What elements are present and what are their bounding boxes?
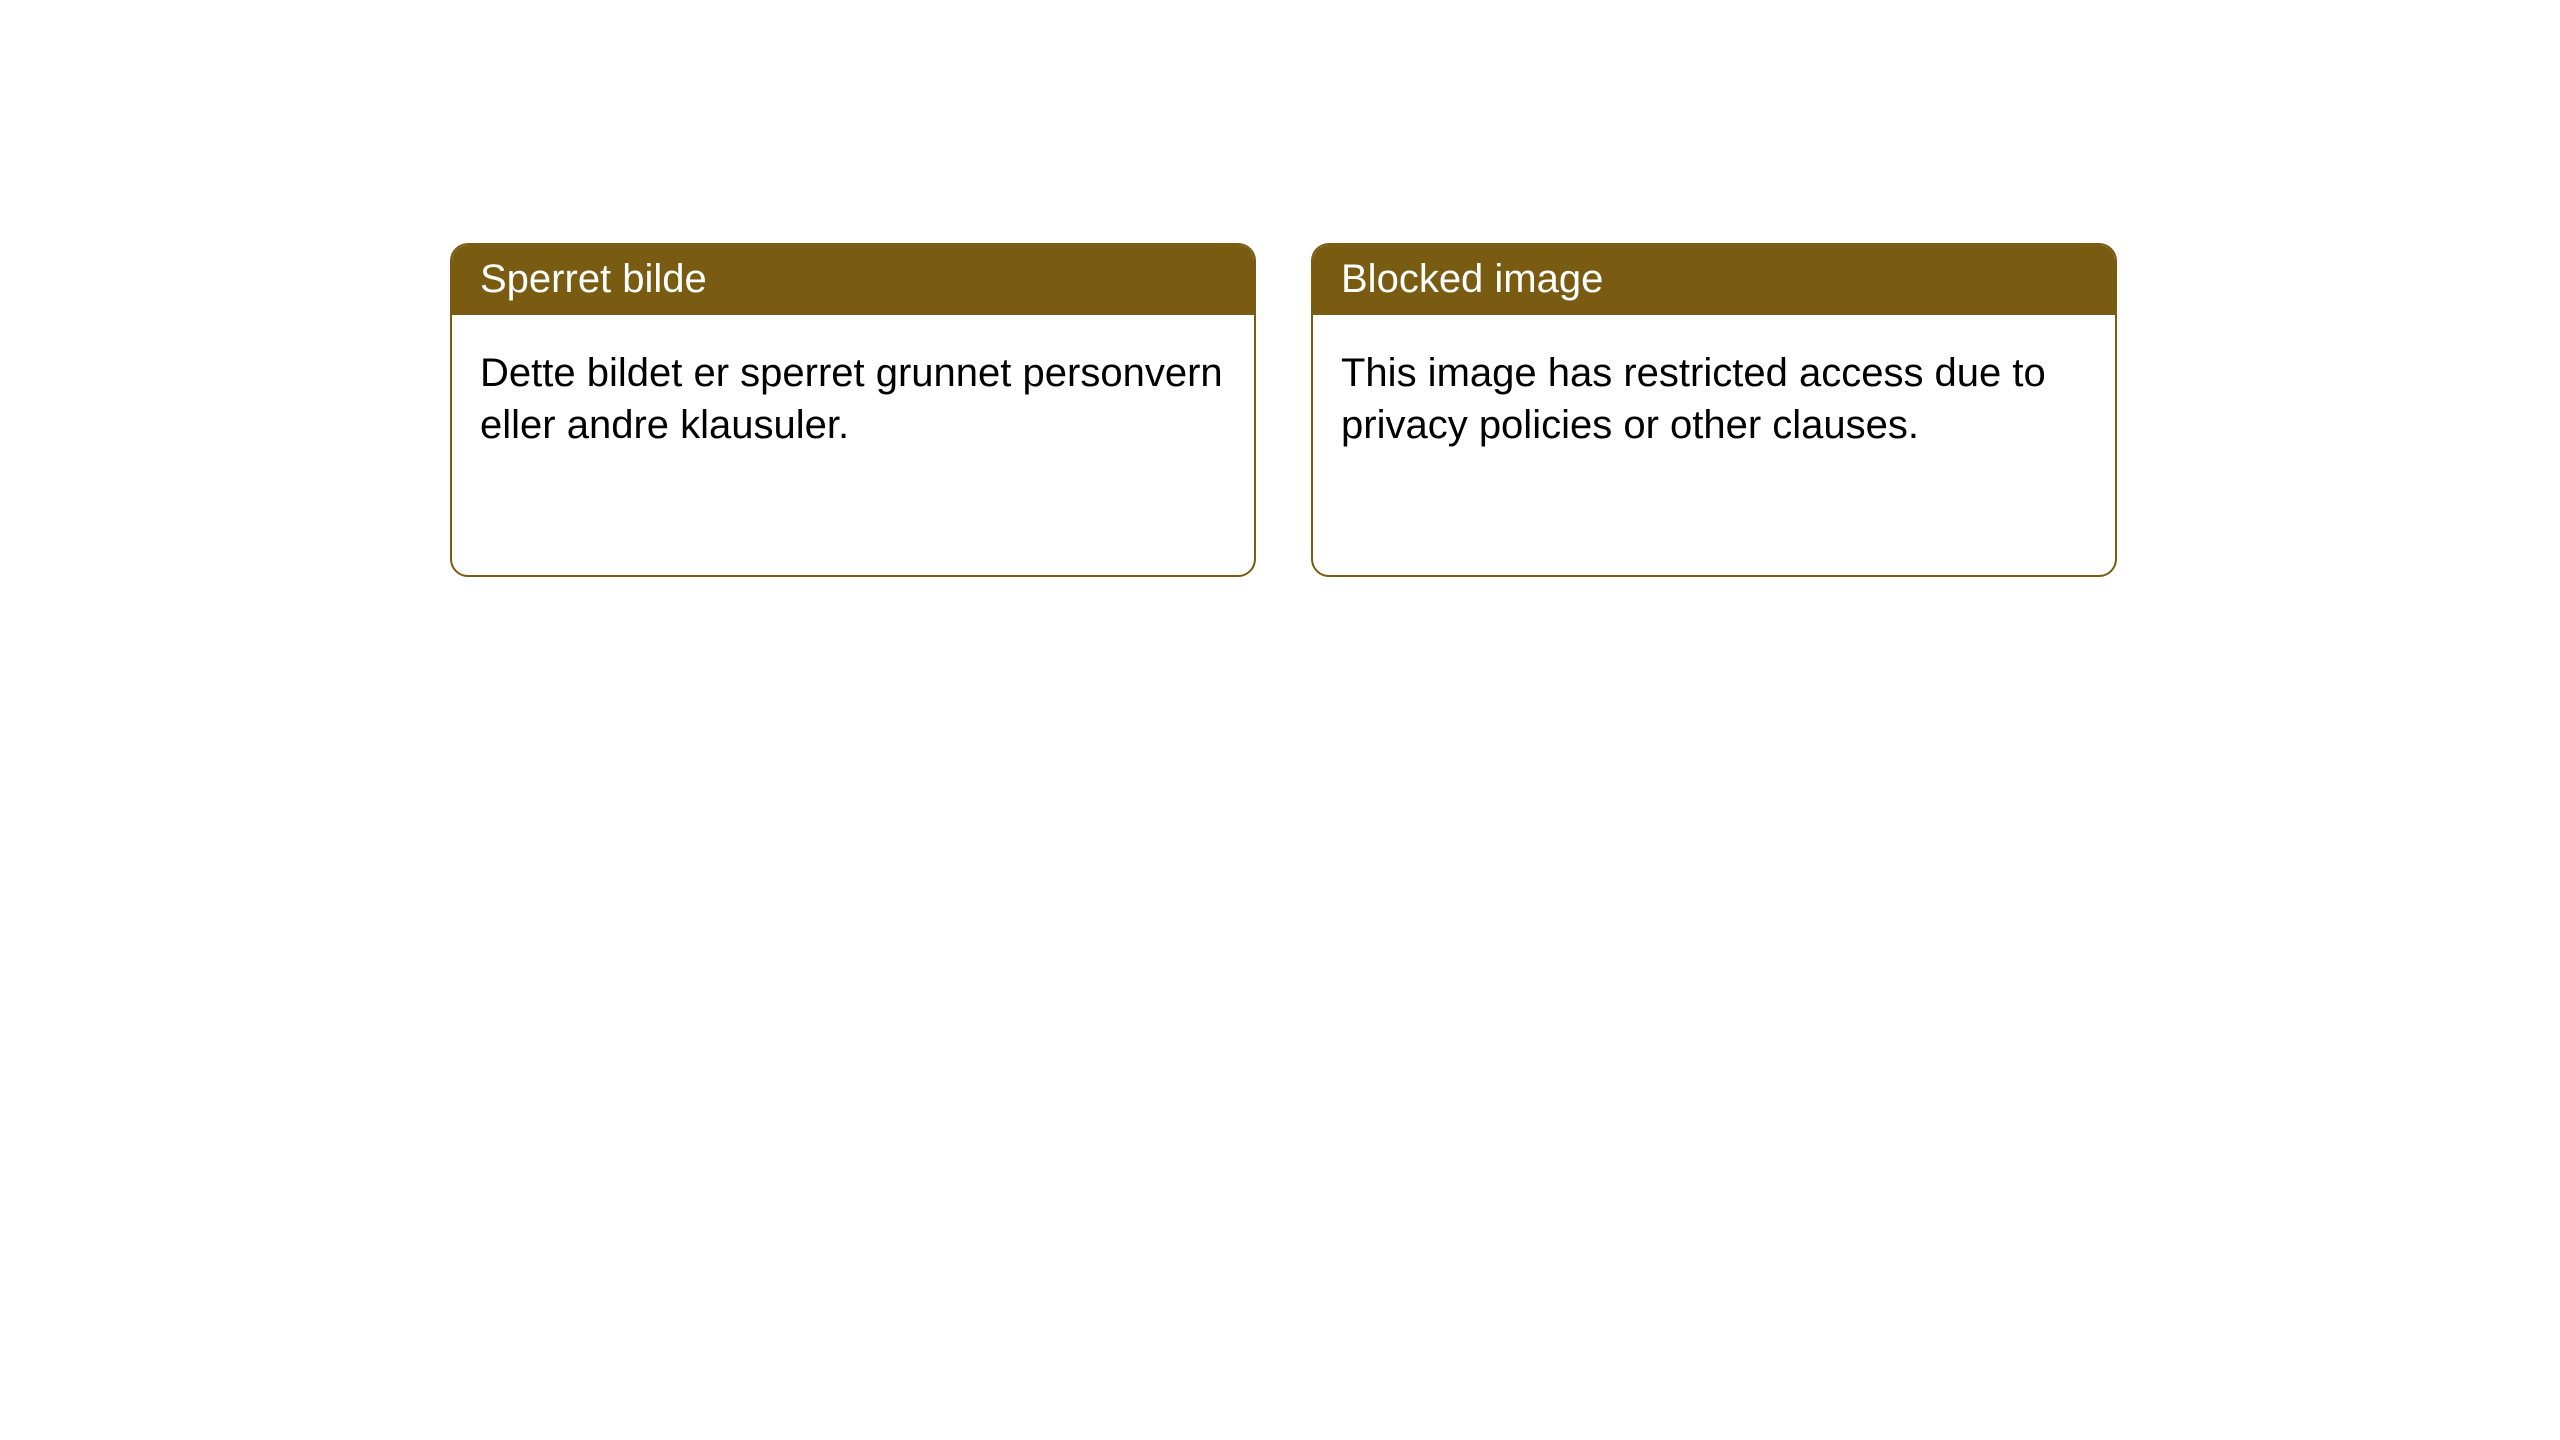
notice-title: Sperret bilde — [452, 245, 1254, 315]
notice-body: Dette bildet er sperret grunnet personve… — [452, 315, 1254, 483]
notice-card-english: Blocked image This image has restricted … — [1311, 243, 2117, 577]
notice-title: Blocked image — [1313, 245, 2115, 315]
notice-body: This image has restricted access due to … — [1313, 315, 2115, 483]
notice-card-norwegian: Sperret bilde Dette bildet er sperret gr… — [450, 243, 1256, 577]
blocked-image-notices: Sperret bilde Dette bildet er sperret gr… — [450, 243, 2117, 577]
